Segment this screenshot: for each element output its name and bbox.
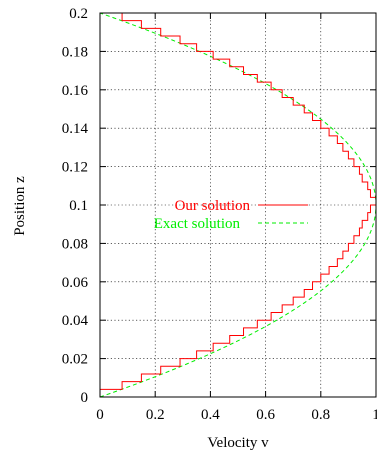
- x-tick-label: 1: [372, 407, 377, 423]
- y-tick-label: 0.02: [62, 352, 88, 368]
- legend: Our solution Exact solution: [154, 198, 308, 232]
- x-tick-label: 0.6: [256, 407, 275, 423]
- y-tick-label: 0: [81, 390, 89, 406]
- y-tick-label: 0.2: [69, 6, 88, 22]
- x-axis-label: Velocity v: [207, 435, 269, 451]
- legend-label-our-solution: Our solution: [175, 198, 251, 214]
- x-tick-label: 0: [96, 407, 104, 423]
- y-axis-label: Position z: [12, 176, 28, 236]
- legend-label-exact-solution: Exact solution: [154, 216, 241, 232]
- y-tick-label: 0.04: [62, 313, 89, 329]
- y-tick-label: 0.08: [62, 236, 88, 252]
- x-tick-label: 0.8: [311, 407, 330, 423]
- y-tick-label: 0.06: [62, 275, 89, 291]
- y-tick-label: 0.18: [62, 44, 88, 60]
- y-tick-label: 0.12: [62, 160, 88, 176]
- x-tick-label: 0.4: [201, 407, 220, 423]
- x-tick-label: 0.2: [146, 407, 165, 423]
- plot-frame: [99, 12, 377, 398]
- y-tick-label: 0.14: [62, 121, 89, 137]
- y-tick-label: 0.16: [62, 83, 89, 99]
- tick-labels: 0 0.2 0.4 0.6 0.8 1 0 0.02 0.04 0.06 0.08 0.1 0.12 0.…: [62, 6, 377, 423]
- y-tick-label: 0.1: [69, 198, 88, 214]
